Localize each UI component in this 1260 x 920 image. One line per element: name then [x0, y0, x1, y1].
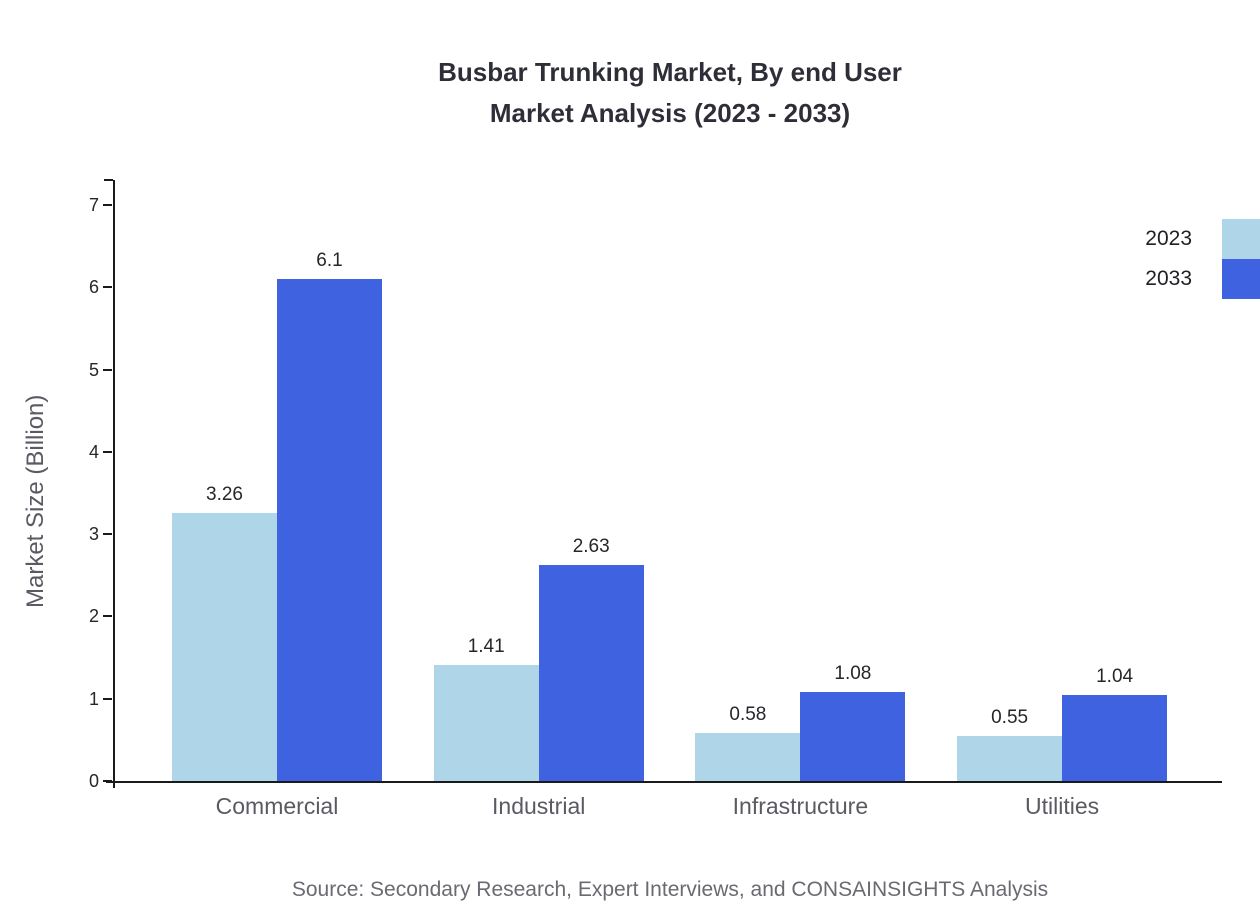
bar-value-label: 1.41 — [467, 635, 505, 657]
y-axis-line — [113, 180, 115, 788]
bar-value-label: 0.58 — [729, 704, 767, 726]
legend-label: 2023 — [1145, 227, 1192, 250]
y-tick-mark — [103, 615, 112, 618]
chart-title-line-2: Market Analysis (2023 - 2033) — [489, 98, 851, 128]
bar-value-label: 3.26 — [206, 483, 243, 505]
bar-2023-commercial: 3.26 — [172, 484, 277, 781]
y-tick-mark — [103, 450, 112, 453]
y-tick-label: 5 — [88, 359, 99, 380]
bar-group-infrastructure: 0.58 1.08 — [670, 663, 930, 781]
y-tick-label: 0 — [88, 771, 99, 791]
y-tick-label: 4 — [88, 441, 99, 462]
bar-value-label: 2.63 — [572, 535, 610, 557]
bar-2023-industrial: 1.41 — [433, 636, 539, 781]
y-axis-top-tick — [104, 179, 113, 181]
bar-2033-infrastructure: 1.08 — [800, 663, 906, 781]
legend-item-2023: 2023 — [1145, 219, 1260, 259]
source-note: Source: Secondary Research, Expert Inter… — [291, 878, 1049, 901]
x-category-label-commercial: Commercial — [215, 793, 339, 819]
y-tick-label: 2 — [88, 606, 99, 627]
bar-group-industrial: 1.41 2.63 — [409, 536, 669, 781]
y-tick-label: 7 — [88, 195, 99, 215]
bar-2033-utilities: 1.04 — [1062, 666, 1168, 781]
y-tick-mark — [103, 204, 112, 206]
x-axis-line — [106, 781, 1222, 783]
y-tick-mark — [103, 780, 112, 782]
bar-value-label: 6.1 — [316, 250, 343, 272]
bar-value-label: 1.08 — [834, 663, 872, 685]
y-axis-label: Market Size (Billion) — [22, 394, 49, 608]
y-tick-mark — [103, 368, 112, 371]
y-tick-label: 3 — [88, 524, 99, 545]
legend: 2023 2033 — [1145, 219, 1260, 299]
bar-value-label: 0.55 — [991, 706, 1029, 728]
x-category-label-infrastructure: Infrastructure — [732, 793, 869, 819]
bar-2033-commercial: 6.1 — [277, 250, 382, 781]
y-tick-label: 6 — [88, 277, 99, 298]
x-category-label-industrial: Industrial — [492, 793, 586, 819]
legend-swatch-2023 — [1222, 219, 1260, 259]
bar-value-label: 1.04 — [1096, 666, 1134, 688]
bar-2023-utilities: 0.55 — [957, 707, 1063, 781]
plot-area: 0 1 2 3 4 5 6 7 3.26 6.1 Commercial 1.41 2.63 Industr… — [89, 179, 1222, 819]
bar-group-utilities: 0.55 1.04 — [932, 666, 1192, 781]
x-category-label-utilities: Utilities — [1025, 793, 1100, 819]
bar-group-commercial: 3.26 6.1 — [147, 250, 407, 781]
y-tick-label: 1 — [88, 688, 99, 709]
legend-label: 2033 — [1145, 267, 1192, 290]
bar-2033-industrial: 2.63 — [538, 536, 644, 781]
legend-item-2033: 2033 — [1145, 259, 1260, 299]
bar-2023-infrastructure: 0.58 — [695, 704, 801, 781]
y-tick-mark — [103, 697, 112, 700]
y-tick-mark — [103, 533, 112, 536]
chart-title: Busbar Trunking Market, By end User Mark… — [80, 52, 1260, 134]
chart-title-line-1: Busbar Trunking Market, By end User — [438, 57, 902, 87]
y-tick-mark — [103, 286, 112, 289]
legend-swatch-2033 — [1222, 259, 1260, 299]
